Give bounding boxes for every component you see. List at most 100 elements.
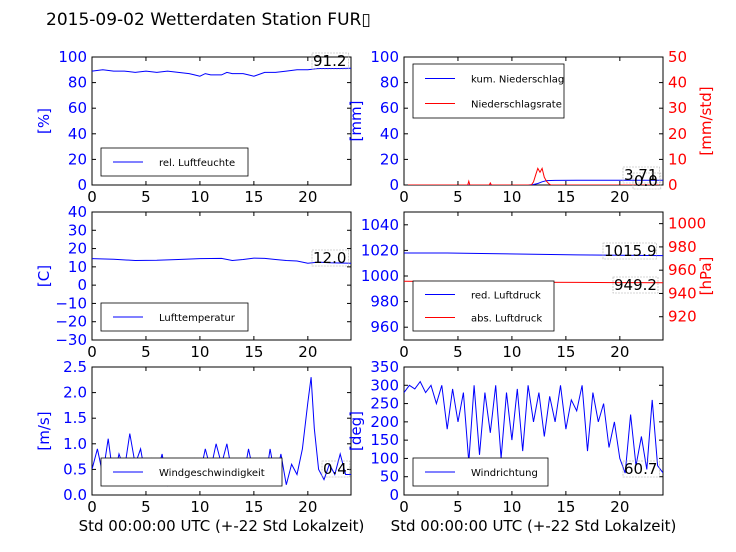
y-tick-label: 300 bbox=[370, 376, 399, 394]
y2-axis-label: [hPa] bbox=[697, 257, 715, 296]
y-tick-label: 20 bbox=[68, 150, 87, 168]
y-tick-label: 30 bbox=[68, 221, 87, 239]
chart-panel-2: 0 5 10 15 20 0 20 40 60 80 100 0 10 20 30 40 50 [mm] [mm/s… bbox=[347, 48, 715, 206]
legend-label: Niederschlagsrate bbox=[471, 100, 562, 111]
legend-label: rel. Luftfeuchte bbox=[159, 158, 235, 169]
x-tick-label: 20 bbox=[610, 188, 629, 206]
chart-panel-3: 0 5 10 15 20−30−20−10010203040[C]Lufttempera… bbox=[35, 203, 352, 361]
last-value-box bbox=[311, 52, 349, 70]
x-tick-label: 10 bbox=[502, 188, 521, 206]
last-value-label: 12.0 bbox=[313, 249, 346, 267]
last-value-box bbox=[602, 242, 657, 260]
x-tick-label: 20 bbox=[298, 188, 317, 206]
y-tick-label: 20 bbox=[380, 150, 399, 168]
y-tick-label: 250 bbox=[370, 395, 399, 413]
last-value-box bbox=[612, 276, 659, 294]
series-line-1 bbox=[92, 67, 351, 77]
y-tick-label: 100 bbox=[370, 449, 399, 467]
y-tick-label: 350 bbox=[370, 358, 399, 376]
y-tick-label: 0 bbox=[77, 176, 87, 194]
y2-tick-label: 50 bbox=[668, 48, 687, 66]
x-tick-label: 5 bbox=[453, 343, 463, 361]
x-axis-label: Std 00:00:00 UTC (+-22 Std Lokalzeit) bbox=[79, 517, 365, 535]
last-value-label: 949.2 bbox=[614, 276, 657, 294]
y-tick-label: 40 bbox=[380, 125, 399, 143]
y-tick-label: 0 bbox=[389, 486, 399, 504]
page-title: 2015-09-02 Wetterdaten Station FUR▯ bbox=[46, 10, 371, 30]
y-tick-label: 1040 bbox=[361, 216, 399, 234]
y-tick-label: 20 bbox=[68, 240, 87, 258]
y-tick-label: 60 bbox=[380, 99, 399, 117]
last-value-label: 0.4 bbox=[323, 460, 347, 478]
y-axis-label: [C] bbox=[35, 265, 53, 287]
last-value-label: 1015.9 bbox=[604, 242, 657, 260]
y-tick-label: 40 bbox=[68, 125, 87, 143]
y2-tick-label: 920 bbox=[668, 308, 697, 326]
y2-tick-label: 0 bbox=[668, 176, 678, 194]
x-tick-label: 10 bbox=[190, 498, 209, 516]
last-value-box bbox=[622, 166, 660, 184]
y-tick-label: −10 bbox=[55, 294, 87, 312]
y2-tick-label: 30 bbox=[668, 99, 687, 117]
x-tick-label: 0 bbox=[399, 188, 409, 206]
x-tick-label: 5 bbox=[453, 188, 463, 206]
y-tick-label: 0.0 bbox=[63, 486, 87, 504]
y2-tick-label: 980 bbox=[668, 238, 697, 256]
y-tick-label: 2.5 bbox=[63, 358, 87, 376]
x-tick-label: 0 bbox=[87, 343, 97, 361]
legend-box bbox=[412, 63, 565, 119]
series-line-1 bbox=[404, 179, 663, 185]
y2-tick-label: 960 bbox=[668, 261, 697, 279]
last-value-box bbox=[311, 249, 349, 267]
y-tick-label: 80 bbox=[380, 74, 399, 92]
chart-panel-1: 0 5 10 15 20 0 20 40 60 80 100 [%] rel. Luftfeuchte 9… bbox=[35, 48, 352, 206]
y2-tick-label: 20 bbox=[668, 125, 687, 143]
last-value-box bbox=[321, 460, 351, 478]
y-tick-label: 10 bbox=[68, 258, 87, 276]
x-axis-label: Std 00:00:00 UTC (+-22 Std Lokalzeit) bbox=[391, 517, 677, 535]
y-tick-label: 100 bbox=[58, 48, 87, 66]
y-tick-label: 1.5 bbox=[63, 409, 87, 427]
last-value-box bbox=[632, 172, 662, 190]
y2-axis-label: [mm/std] bbox=[697, 86, 715, 155]
x-tick-label: 0 bbox=[399, 498, 409, 516]
legend-label: kum. Niederschlag bbox=[471, 75, 564, 86]
legend-label: red. Luftdruck bbox=[471, 291, 541, 302]
last-value-label: 0.0 bbox=[634, 172, 658, 190]
y-tick-label: 1.0 bbox=[63, 435, 87, 453]
last-value-box bbox=[622, 460, 660, 478]
y-tick-label: 980 bbox=[370, 293, 399, 311]
y-tick-label: 0.5 bbox=[63, 460, 87, 478]
x-tick-label: 20 bbox=[610, 343, 629, 361]
x-tick-label: 10 bbox=[502, 498, 521, 516]
x-tick-label: 5 bbox=[453, 498, 463, 516]
y-tick-label: −20 bbox=[55, 313, 87, 331]
x-tick-label: 15 bbox=[556, 498, 575, 516]
y-tick-label: 60 bbox=[68, 99, 87, 117]
x-tick-label: 0 bbox=[399, 343, 409, 361]
y2-tick-label: 940 bbox=[668, 284, 697, 302]
y-tick-label: −30 bbox=[55, 331, 87, 349]
y-tick-label: 40 bbox=[68, 203, 87, 221]
x-tick-label: 15 bbox=[244, 498, 263, 516]
y2-tick-label: 40 bbox=[668, 74, 687, 92]
legend-label: Lufttemperatur bbox=[159, 313, 236, 324]
x-tick-label: 0 bbox=[87, 498, 97, 516]
x-tick-label: 15 bbox=[556, 343, 575, 361]
y-tick-label: 100 bbox=[370, 48, 399, 66]
y-axis-label: [%] bbox=[35, 108, 53, 134]
x-tick-label: 10 bbox=[190, 343, 209, 361]
chart-panel-4: 0 5 10 15 20 960 980 1000 1020 1040 920 940 960 980 10… bbox=[361, 211, 715, 361]
series-line-1 bbox=[404, 380, 663, 474]
y-tick-label: 0 bbox=[389, 176, 399, 194]
legend-label: Windrichtung bbox=[471, 468, 538, 479]
x-tick-label: 20 bbox=[298, 343, 317, 361]
x-tick-label: 0 bbox=[87, 188, 97, 206]
x-tick-label: 15 bbox=[244, 188, 263, 206]
y-tick-label: 1000 bbox=[361, 267, 399, 285]
x-tick-label: 20 bbox=[610, 498, 629, 516]
chart-panel-5: 0 5 10 15 20 0.0 0.5 1.0 1.5 2.0 2.5 [m/s] Std 00:00… bbox=[35, 358, 364, 535]
y-tick-label: 0 bbox=[77, 276, 87, 294]
y-tick-label: 150 bbox=[370, 431, 399, 449]
